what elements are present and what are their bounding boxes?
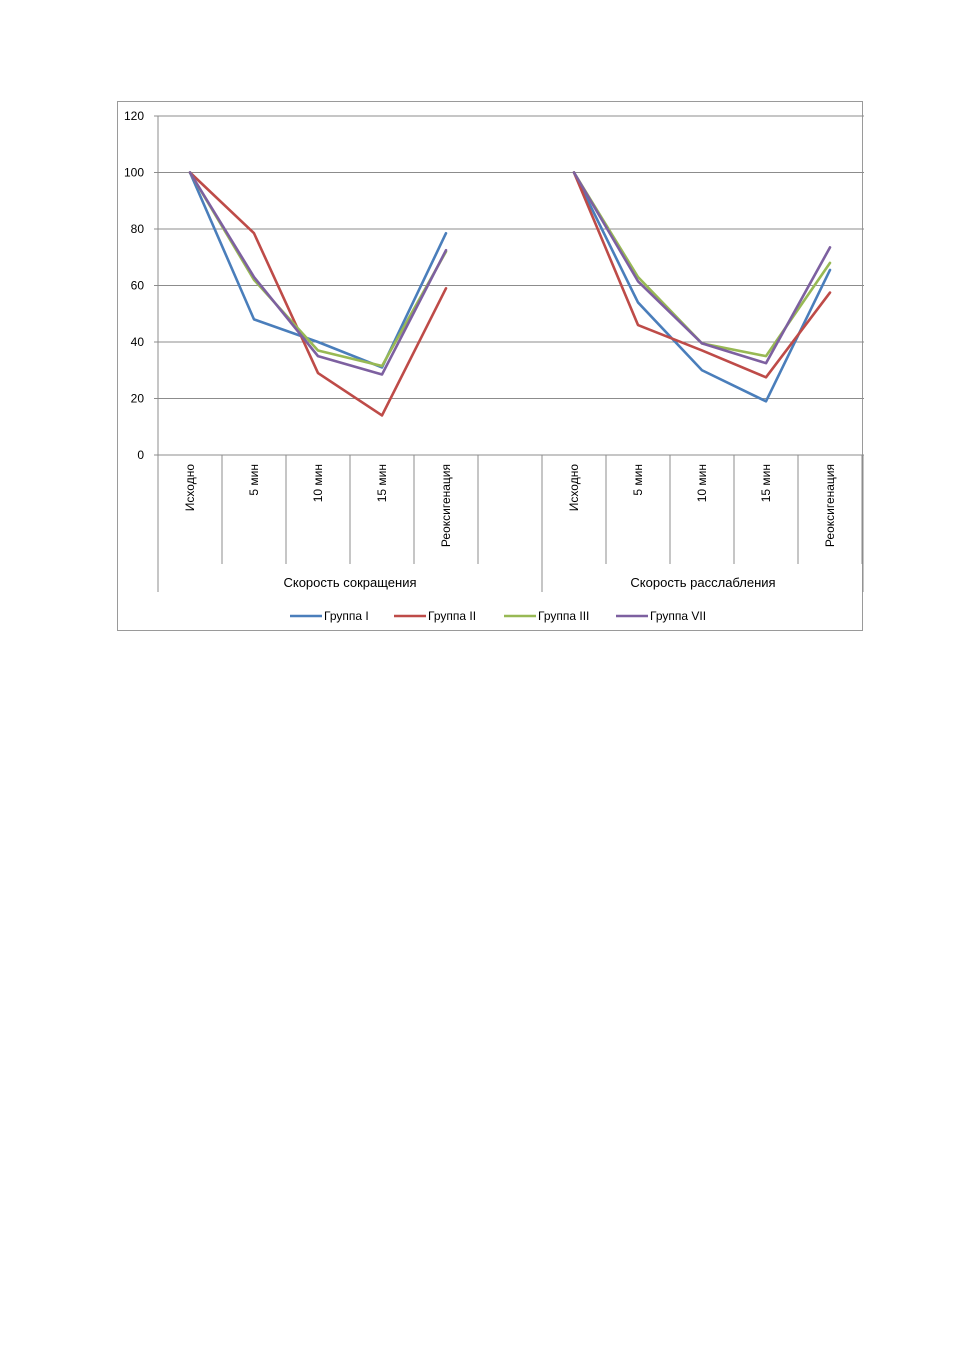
category-label: 5 мин: [247, 464, 261, 496]
category-label: 5 мин: [631, 464, 645, 496]
y-tick-label: 120: [124, 109, 144, 123]
group-label: Скорость сокращения: [283, 575, 416, 590]
category-label: Реоксигенация: [823, 464, 837, 547]
series-line: [188, 171, 448, 369]
series-line: [188, 171, 448, 376]
legend-label: Группа II: [428, 609, 476, 623]
y-tick-label: 40: [131, 335, 145, 349]
legend: Группа I Группа II Группа III Группа VII: [290, 609, 706, 623]
series-line: [572, 171, 832, 365]
category-label: Исходно: [183, 464, 197, 512]
x-axis-categories: Исходно 5 мин 10 мин 15 мин Реоксигенация Ско…: [183, 464, 837, 590]
category-label: 15 мин: [759, 464, 773, 502]
category-label: 15 мин: [375, 464, 389, 502]
category-label: 10 мин: [311, 464, 325, 502]
legend-label: Группа I: [324, 609, 369, 623]
series-line: [572, 171, 832, 379]
line-chart: 0 20 40 60 80 100 120 Исходно 5 мин 10 мин 15 мин…: [124, 109, 864, 623]
y-tick-label: 20: [131, 392, 145, 406]
chart-frame: 0 20 40 60 80 100 120 Исходно 5 мин 10 мин 15 мин…: [117, 101, 864, 631]
series-lines: [188, 171, 832, 417]
legend-label: Группа III: [538, 609, 589, 623]
y-tick-label: 60: [131, 279, 145, 293]
y-axis-ticks: 0 20 40 60 80 100 120: [124, 109, 144, 462]
axes: [154, 115, 864, 592]
series-line: [188, 171, 448, 417]
category-label: 10 мин: [695, 464, 709, 502]
series-line: [572, 171, 832, 403]
y-tick-label: 0: [137, 448, 144, 462]
series-line: [188, 171, 448, 368]
group-label: Скорость расслабления: [630, 575, 775, 590]
y-tick-label: 100: [124, 166, 144, 180]
legend-label: Группа VII: [650, 609, 706, 623]
y-tick-label: 80: [131, 222, 145, 236]
gridlines: [158, 115, 864, 399]
category-label: Реоксигенация: [439, 464, 453, 547]
category-label: Исходно: [567, 464, 581, 512]
